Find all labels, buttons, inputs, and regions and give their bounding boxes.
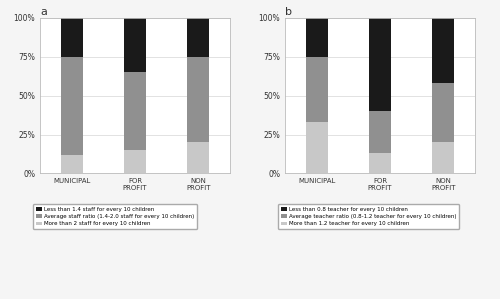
Bar [369, 18, 391, 111]
Bar [306, 122, 328, 173]
Text: a: a [40, 7, 47, 17]
Bar [124, 150, 146, 173]
Bar [60, 155, 83, 173]
Text: b: b [285, 7, 292, 17]
Legend: Less than 1.4 staff for every 10 children, Average staff ratio (1.4-2.0 staff fo: Less than 1.4 staff for every 10 childre… [34, 204, 197, 229]
Bar [187, 142, 210, 173]
Bar [369, 153, 391, 173]
Bar [306, 18, 328, 57]
Bar [60, 57, 83, 155]
Bar [124, 18, 146, 72]
Bar [187, 57, 210, 142]
Bar [124, 72, 146, 150]
Bar [432, 142, 454, 173]
Bar [369, 111, 391, 153]
Legend: Less than 0.8 teacher for every 10 children, Average teacher ratio (0.8-1.2 teac: Less than 0.8 teacher for every 10 child… [278, 204, 459, 229]
Bar [60, 18, 83, 57]
Bar [432, 18, 454, 83]
Bar [306, 57, 328, 122]
Bar [187, 18, 210, 57]
Bar [432, 83, 454, 142]
